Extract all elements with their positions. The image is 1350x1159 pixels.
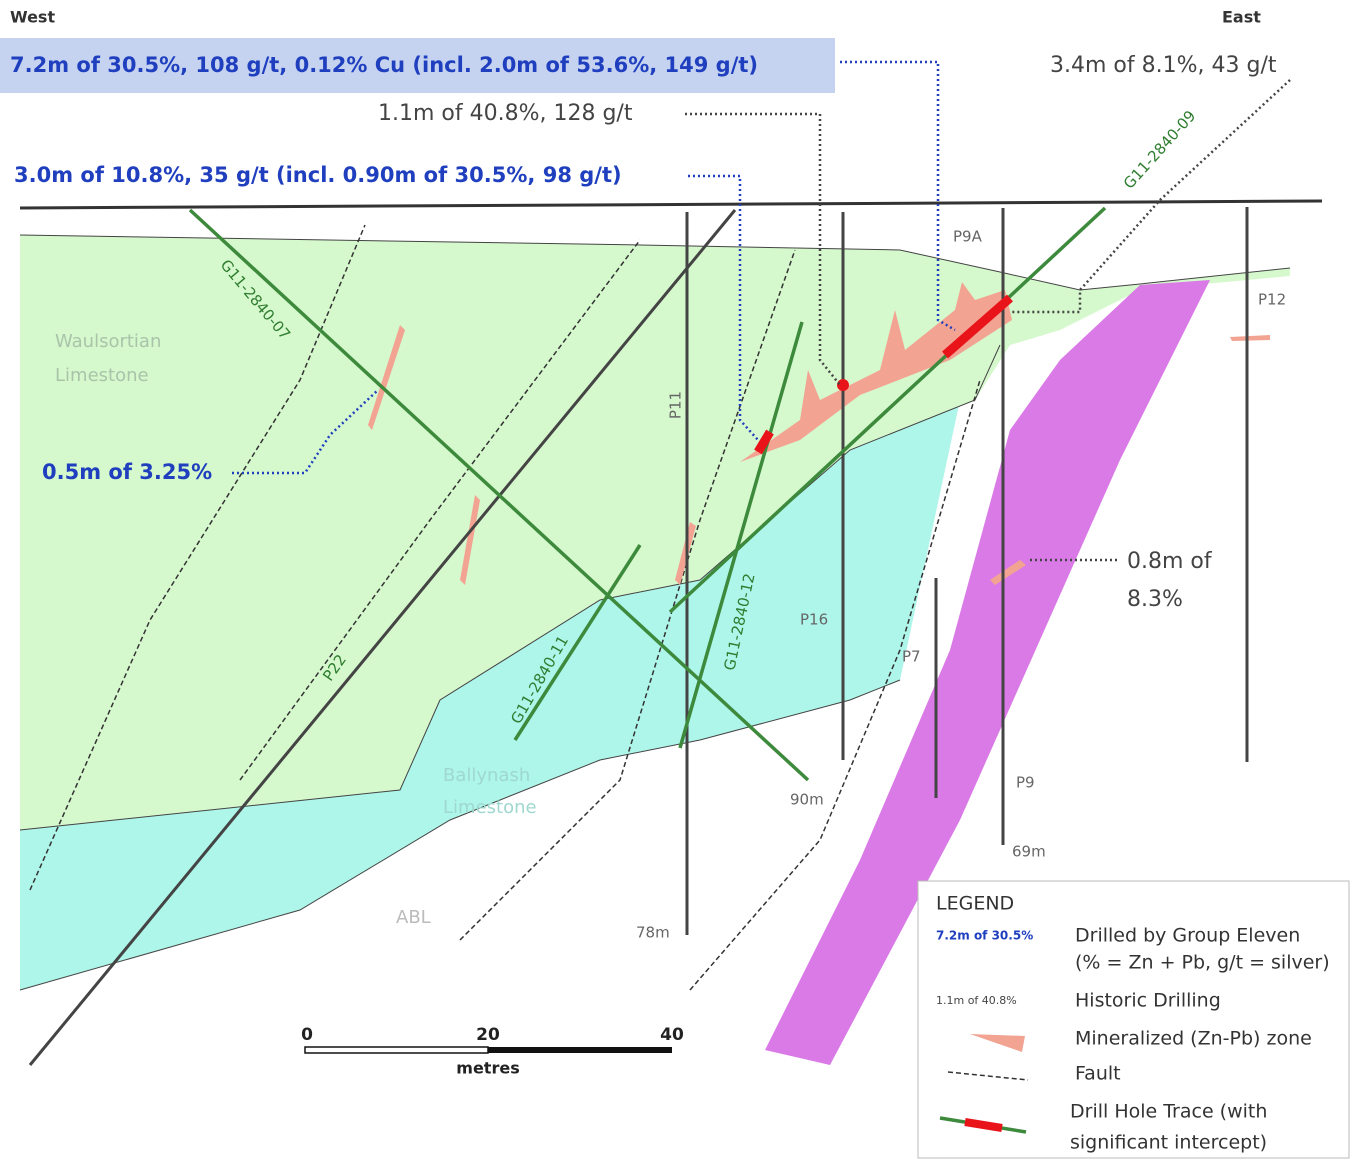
intercept-label: 0.5m of 3.25% — [42, 460, 212, 484]
drill-hole — [513, 544, 642, 741]
fault — [689, 379, 981, 991]
drill-hole — [668, 206, 1107, 614]
fault — [239, 239, 641, 781]
surface — [19, 199, 1323, 210]
east-label: East — [1222, 8, 1261, 27]
drill-hole-label: P9A — [953, 228, 983, 246]
drill-hole-label: P7 — [902, 648, 921, 666]
intercept — [837, 379, 849, 391]
intercept — [754, 429, 774, 455]
intercept-label: 8.3% — [1127, 587, 1183, 612]
depth-label: 78m — [636, 924, 670, 942]
depth-label: 69m — [1012, 843, 1046, 861]
drill-hole — [678, 321, 804, 749]
fault — [459, 249, 796, 941]
intercept-label: 1.1m of 40.8%, 128 g/t — [378, 101, 633, 126]
legend-note: significant intercept) — [1070, 1132, 1267, 1154]
scale-tick: 40 — [660, 1025, 684, 1045]
unit-label: Waulsortian — [55, 331, 161, 352]
legend-label: Mineralized (Zn-Pb) zone — [1075, 1028, 1312, 1050]
unit-label: Limestone — [443, 797, 537, 818]
intercept-label: 3.4m of 8.1%, 43 g/t — [1050, 53, 1277, 78]
legend-swatch — [947, 1071, 1029, 1081]
drill-hole-label: P16 — [800, 611, 828, 629]
unit-label: Limestone — [55, 365, 149, 386]
drill-hole-label: G11-2840-09 — [1120, 107, 1199, 192]
unit-label: ABL — [396, 907, 431, 928]
drill-hole-label: P11 — [667, 391, 685, 419]
leader — [840, 60, 956, 332]
scale-tick: 20 — [476, 1025, 500, 1045]
scale-label: metres — [456, 1059, 519, 1078]
intercept — [942, 294, 1013, 359]
leader — [688, 174, 759, 441]
unit-label: Ballynash — [443, 765, 530, 786]
cyan-unit — [20, 345, 1000, 990]
drill-hole-label: P9 — [1016, 774, 1035, 792]
leader — [232, 389, 379, 475]
legend-label: Drill Hole Trace (with — [1070, 1101, 1267, 1123]
highlight — [0, 38, 835, 93]
legend-note: (% = Zn + Pb, g/t = silver) — [1075, 952, 1330, 974]
drill-hole — [188, 208, 810, 782]
legend-sample: 1.1m of 40.8% — [936, 994, 1017, 1007]
scale-bar — [304, 1046, 489, 1054]
mineralized-zone — [1230, 335, 1270, 341]
legend-swatch — [964, 1118, 1003, 1132]
mineralized-zone — [740, 282, 1012, 462]
intercept-label: 7.2m of 30.5%, 108 g/t, 0.12% Cu (incl. … — [10, 53, 758, 77]
depth-label: 90m — [790, 791, 824, 809]
scale-bar — [488, 1047, 672, 1053]
dyke — [765, 280, 1210, 1065]
mineralized-zone — [460, 495, 480, 585]
mineralized-zone — [368, 325, 405, 430]
drill-hole — [28, 209, 737, 1066]
scale-tick: 0 — [301, 1025, 313, 1045]
legend-label: Fault — [1075, 1063, 1121, 1085]
fault — [29, 224, 366, 891]
legend-label: Historic Drilling — [1075, 990, 1221, 1012]
legend-sample: 7.2m of 30.5% — [936, 929, 1033, 943]
intercept-label: 0.8m of — [1127, 549, 1213, 574]
legend-swatch — [970, 1034, 1025, 1052]
mineralized-zone — [990, 560, 1026, 585]
legend — [917, 880, 1350, 1159]
intercept-label: 3.0m of 10.8%, 35 g/t (incl. 0.90m of 30… — [14, 163, 622, 187]
legend-title: LEGEND — [936, 893, 1014, 915]
green-unit — [20, 235, 1290, 830]
boundary — [19, 234, 1291, 991]
drill-hole-label: P12 — [1258, 291, 1286, 309]
legend-label: Drilled by Group Eleven — [1075, 925, 1300, 947]
west-label: West — [10, 8, 55, 27]
